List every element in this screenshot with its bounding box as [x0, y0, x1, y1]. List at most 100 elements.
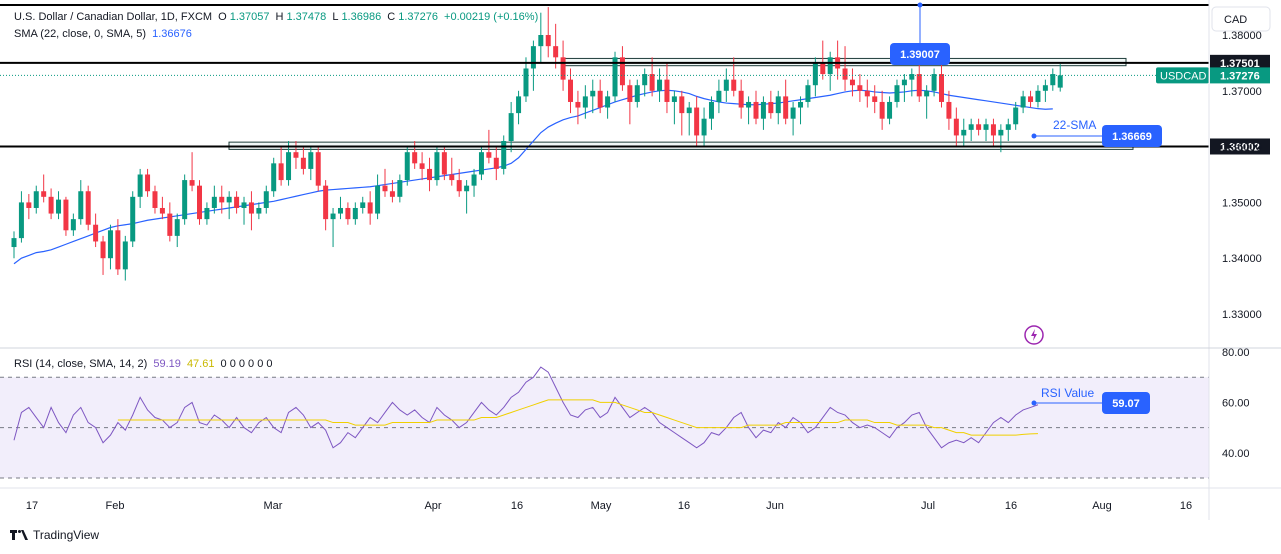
candle-body	[530, 46, 536, 69]
candle-body	[308, 152, 314, 169]
candle-body	[738, 90, 744, 108]
candle-body	[501, 141, 507, 169]
candle-body	[1042, 85, 1048, 91]
candle-body	[1028, 96, 1034, 102]
candle-body	[746, 101, 752, 108]
time-axis-label: 16	[678, 500, 690, 512]
candle	[538, 12, 544, 63]
legend-sma[interactable]: SMA (22, close, 0, SMA, 5) 1.36676	[14, 28, 195, 40]
level-price-label: 1.37501	[1220, 58, 1260, 70]
candle	[790, 101, 796, 136]
candle	[516, 90, 522, 125]
candle	[122, 235, 128, 281]
candle	[419, 152, 425, 181]
candle-body	[939, 74, 944, 102]
candle-body	[545, 35, 551, 47]
candle-body	[990, 124, 996, 136]
candle	[226, 191, 232, 220]
level-price-label: 1.36002	[1220, 141, 1260, 153]
candle-body	[909, 74, 915, 80]
candle	[1050, 68, 1056, 91]
candle-body	[686, 107, 692, 114]
candle	[582, 85, 588, 119]
candle	[953, 107, 959, 147]
candle-body	[612, 57, 618, 97]
current-price-label: 1.37276	[1220, 70, 1260, 82]
candle	[590, 79, 596, 114]
candle	[1035, 85, 1041, 108]
candle-body	[731, 79, 737, 91]
candle	[701, 107, 707, 147]
candle	[612, 51, 618, 102]
candle-body	[516, 96, 522, 114]
candle-body	[968, 124, 974, 130]
candle-body	[872, 96, 878, 102]
candle	[211, 185, 217, 214]
candle-body	[478, 152, 484, 175]
candle	[961, 118, 967, 147]
candle-body	[508, 113, 514, 142]
candle-body	[1050, 74, 1056, 86]
candle	[278, 146, 284, 186]
time-axis-label: Apr	[424, 500, 441, 512]
symbol-title[interactable]: U.S. Dollar / Canadian Dollar, 1D, FXCM	[14, 11, 213, 23]
candle-body	[375, 185, 381, 214]
candle-body	[953, 118, 959, 136]
top-level-tag-label: 1.39007	[900, 49, 940, 61]
candle-body	[382, 185, 388, 192]
candle	[174, 213, 180, 248]
candle	[441, 146, 447, 181]
candle-body	[159, 207, 165, 214]
candle	[723, 68, 729, 102]
candle-body	[582, 96, 588, 108]
candle	[234, 191, 240, 214]
rsi-tick-label: 40.00	[1222, 448, 1250, 460]
candle-body	[241, 202, 247, 208]
candle-body	[93, 224, 99, 242]
candle-body	[107, 230, 113, 259]
candle	[100, 235, 106, 275]
candle	[976, 118, 982, 136]
candle-body	[716, 90, 722, 102]
candle-body	[820, 62, 826, 75]
tradingview-logo[interactable]: TradingView	[10, 528, 99, 542]
candle-body	[367, 202, 373, 214]
ohlc-l-value: 1.36986	[341, 11, 382, 23]
candle	[835, 40, 841, 80]
candle-body	[33, 191, 39, 208]
candle-body	[946, 101, 952, 119]
candle-body	[753, 101, 759, 119]
rsi-zero-values: 0 0 0 0 0 0	[220, 358, 273, 370]
sma-anchor	[1031, 133, 1037, 139]
time-axis-label: Mar	[264, 500, 283, 512]
candle-body	[226, 196, 232, 203]
candle	[887, 96, 893, 125]
ohlc-c-key: C	[387, 11, 396, 23]
candle	[508, 101, 514, 153]
candle	[367, 191, 373, 225]
time-axis-label: 17	[26, 500, 38, 512]
candle-body	[337, 207, 343, 214]
candle	[664, 62, 670, 114]
candle	[694, 96, 700, 147]
candle	[523, 57, 529, 102]
candle-body	[976, 124, 982, 130]
ohlc-h-key: H	[275, 11, 284, 23]
candle	[145, 168, 151, 197]
candle-body	[360, 202, 366, 208]
candle	[872, 85, 878, 114]
candle	[78, 180, 84, 225]
legend-rsi[interactable]: RSI (14, close, SMA, 14, 2) 59.19 47.61 …	[14, 358, 276, 370]
ohlc-h-value: 1.37478	[286, 11, 327, 23]
candle	[783, 79, 789, 125]
candle-body	[434, 152, 440, 181]
candle	[924, 85, 930, 119]
ohlc-l-key: L	[332, 11, 339, 23]
candle	[167, 202, 173, 242]
candle	[189, 152, 195, 192]
candle	[634, 79, 640, 108]
candle-body	[464, 185, 470, 192]
candle	[1020, 90, 1026, 114]
time-axis-label: May	[591, 500, 612, 512]
candle-body	[486, 152, 492, 158]
